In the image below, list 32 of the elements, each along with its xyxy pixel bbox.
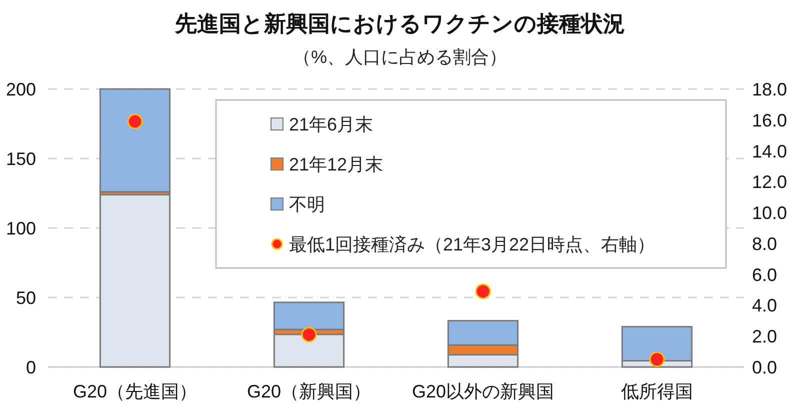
y-tick-label: 0 (26, 357, 36, 378)
legend-label: 不明 (289, 194, 325, 214)
y-tick-label: 100 (6, 218, 36, 238)
y2-tick-label: 14.0 (752, 141, 788, 162)
legend-label: 最低1回接種済み（21年3月22日時点、右軸） (289, 234, 656, 254)
y2-tick-label: 12.0 (752, 172, 788, 192)
y2-tick-label: 18.0 (752, 79, 788, 100)
bar (273, 334, 345, 368)
y2-tick-label: 8.0 (752, 234, 778, 254)
bar (99, 88, 171, 193)
point (649, 352, 665, 368)
point (475, 284, 491, 300)
x-tick-label: 低所得国 (621, 381, 693, 402)
chart-title: 先進国と新興国におけるワクチンの接種状況 (174, 11, 625, 36)
y2-tick-label: 4.0 (752, 296, 778, 316)
y-tick-label: 200 (6, 79, 36, 100)
y2-tick-label: 10.0 (752, 203, 788, 224)
x-tick-label: G20（先進国） (72, 381, 198, 402)
legend-label: 21年6月末 (289, 114, 374, 134)
point (301, 326, 317, 342)
y-tick-label: 150 (6, 148, 36, 169)
bar (99, 194, 171, 368)
x-tick-label: G20（新興国） (246, 381, 372, 402)
x-tick-label: G20以外の新興国 (412, 381, 554, 402)
y2-tick-label: 2.0 (752, 326, 778, 347)
legend-label: 21年12月末 (289, 154, 384, 174)
y2-tick-label: 6.0 (752, 264, 778, 285)
y-tick-label: 50 (16, 288, 36, 308)
y2-tick-label: 0.0 (752, 357, 778, 378)
y2-tick-label: 16.0 (752, 110, 788, 130)
point (127, 114, 143, 130)
chart-subtitle: （%、人口に占める割合） (292, 47, 508, 67)
